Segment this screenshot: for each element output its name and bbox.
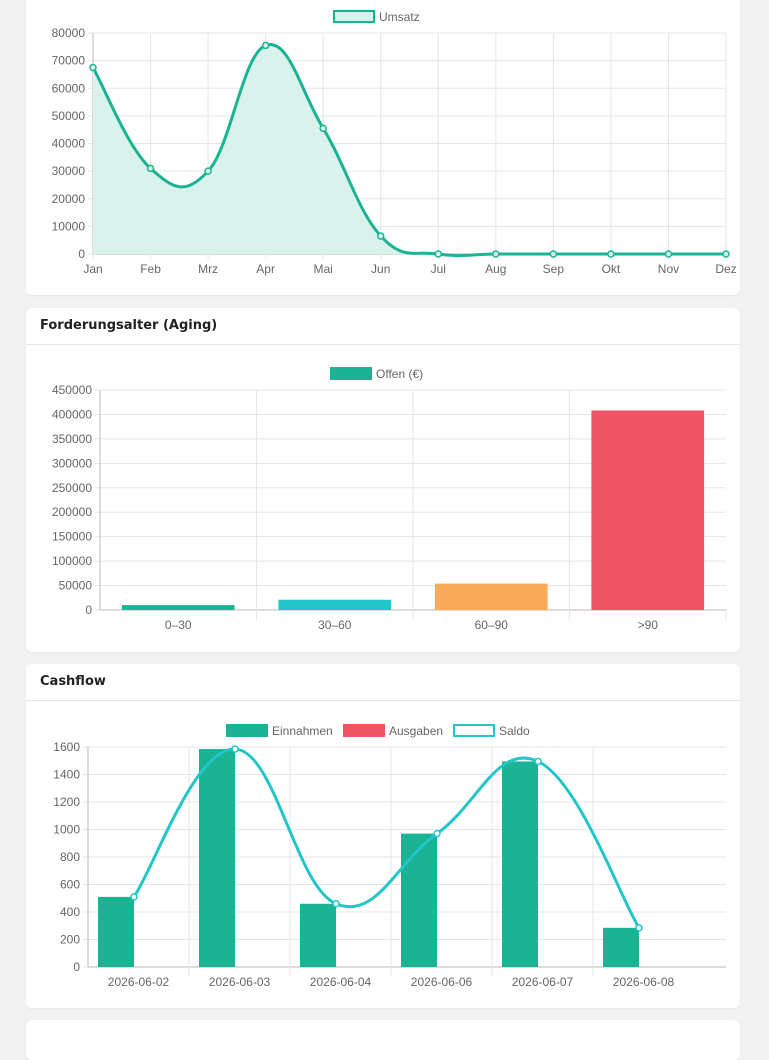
revenue-point xyxy=(607,250,615,258)
y-tick-label: 1400 xyxy=(53,768,80,782)
x-tick-label: 2026-06-06 xyxy=(411,975,473,989)
cashflow-card: Cashflow 0 200 400 600 800 1000 1200 1400 1600 20… xyxy=(26,664,740,1008)
y-tick-label: 10000 xyxy=(52,219,86,233)
x-tick-label: 60–90 xyxy=(475,618,509,632)
y-tick-label: 800 xyxy=(60,850,80,864)
saldo-point xyxy=(534,757,542,766)
x-tick-label: 30–60 xyxy=(318,618,352,632)
revenue-point xyxy=(261,41,270,50)
x-tick-label: Mai xyxy=(314,262,333,276)
x-tick-label: 2026-06-03 xyxy=(209,975,271,989)
y-tick-label: 80000 xyxy=(52,26,86,40)
saldo-point xyxy=(332,900,340,908)
x-tick-label: 2026-06-04 xyxy=(310,975,372,989)
y-tick-label: 400000 xyxy=(52,407,92,421)
revenue-point xyxy=(434,250,443,258)
y-tick-label: 70000 xyxy=(52,54,86,68)
y-tick-label: 0 xyxy=(78,247,85,261)
revenue-point xyxy=(722,250,730,258)
x-tick-label: Mrz xyxy=(198,262,218,276)
y-tick-label: 0 xyxy=(85,603,92,617)
saldo-point xyxy=(635,924,643,932)
revenue-point xyxy=(492,250,500,258)
y-tick-label: 300000 xyxy=(52,456,92,470)
y-tick-label: 350000 xyxy=(52,432,92,446)
saldo-point xyxy=(433,829,441,838)
income-bar xyxy=(199,749,235,967)
legend-label: Offen (€) xyxy=(376,367,423,381)
revenue-card: 0 10000 20000 30000 40000 50000 60000 70000 8000… xyxy=(26,0,740,295)
y-tick-label: 1600 xyxy=(53,740,80,754)
legend-swatch xyxy=(343,724,385,737)
x-tick-label: Nov xyxy=(658,262,679,276)
x-tick-label: Feb xyxy=(140,262,161,276)
x-tick-label: Jan xyxy=(83,262,102,276)
legend-label: Umsatz xyxy=(379,10,420,24)
y-tick-label: 400 xyxy=(60,905,80,919)
x-tick-label: Dez xyxy=(715,262,736,276)
saldo-point xyxy=(231,745,239,753)
y-tick-label: 600 xyxy=(60,878,80,892)
y-tick-label: 150000 xyxy=(52,530,92,544)
x-tick-label: Jul xyxy=(431,262,446,276)
legend-swatch xyxy=(333,10,375,23)
revenue-point xyxy=(549,250,558,258)
y-tick-label: 60000 xyxy=(52,81,86,95)
y-tick-label: 450000 xyxy=(52,383,92,397)
y-tick-label: 20000 xyxy=(52,192,86,206)
y-tick-label: 250000 xyxy=(52,481,92,495)
aging-chart: 0 50000 100000 150000 200000 250000 300000 3500… xyxy=(52,367,727,632)
x-tick-label: Okt xyxy=(602,262,621,276)
x-tick-label: 2026-06-02 xyxy=(108,975,170,989)
y-tick-label: 40000 xyxy=(52,137,86,151)
y-tick-label: 50000 xyxy=(59,579,93,593)
saldo-line xyxy=(132,747,641,929)
x-tick-label: 2026-06-08 xyxy=(613,975,675,989)
legend-swatch xyxy=(226,724,268,737)
y-tick-label: 1000 xyxy=(53,823,80,837)
income-bar xyxy=(401,833,437,967)
legend-label: Saldo xyxy=(499,724,530,738)
y-tick-label: 100000 xyxy=(52,554,92,568)
x-tick-label: Sep xyxy=(543,262,565,276)
y-tick-label: 30000 xyxy=(52,164,86,178)
aging-bar xyxy=(434,583,548,610)
x-tick-label: Apr xyxy=(256,262,275,276)
x-tick-label: 0–30 xyxy=(165,618,192,632)
aging-bar xyxy=(278,599,392,610)
cashflow-chart: 0 200 400 600 800 1000 1200 1400 1600 2026-06-02 2… xyxy=(53,724,726,989)
cashflow-card-title: Cashflow xyxy=(26,664,740,701)
revenue-point xyxy=(376,232,385,240)
legend-label: Ausgaben xyxy=(389,724,443,738)
aging-bar xyxy=(121,605,235,610)
x-tick-label: Aug xyxy=(485,262,506,276)
revenue-point xyxy=(664,250,673,258)
revenue-chart: 0 10000 20000 30000 40000 50000 60000 70000 8000… xyxy=(52,10,737,276)
y-tick-label: 0 xyxy=(73,960,80,974)
revenue-point xyxy=(146,164,155,173)
revenue-point xyxy=(204,167,212,175)
income-bar xyxy=(300,903,336,967)
y-tick-label: 200000 xyxy=(52,505,92,519)
aging-bar xyxy=(591,410,705,610)
aging-card-title: Forderungsalter (Aging) xyxy=(26,308,740,345)
y-tick-label: 200 xyxy=(60,933,80,947)
x-tick-label: Jun xyxy=(371,262,390,276)
aging-card: Forderungsalter (Aging) 0 50000 100000 1500… xyxy=(26,308,740,652)
saldo-point xyxy=(130,893,138,901)
y-tick-label: 1200 xyxy=(53,795,80,809)
revenue-area xyxy=(93,44,726,256)
revenue-point xyxy=(89,63,97,72)
income-bar xyxy=(502,761,538,967)
y-tick-label: 50000 xyxy=(52,109,86,123)
income-bar xyxy=(603,927,639,967)
legend-swatch xyxy=(453,724,495,737)
income-bar xyxy=(98,896,134,967)
revenue-point xyxy=(319,124,327,133)
x-tick-label: 2026-06-07 xyxy=(512,975,574,989)
x-tick-label: >90 xyxy=(638,618,659,632)
legend-swatch xyxy=(330,367,372,380)
legend-label: Einnahmen xyxy=(272,724,333,738)
next-card xyxy=(26,1020,740,1060)
